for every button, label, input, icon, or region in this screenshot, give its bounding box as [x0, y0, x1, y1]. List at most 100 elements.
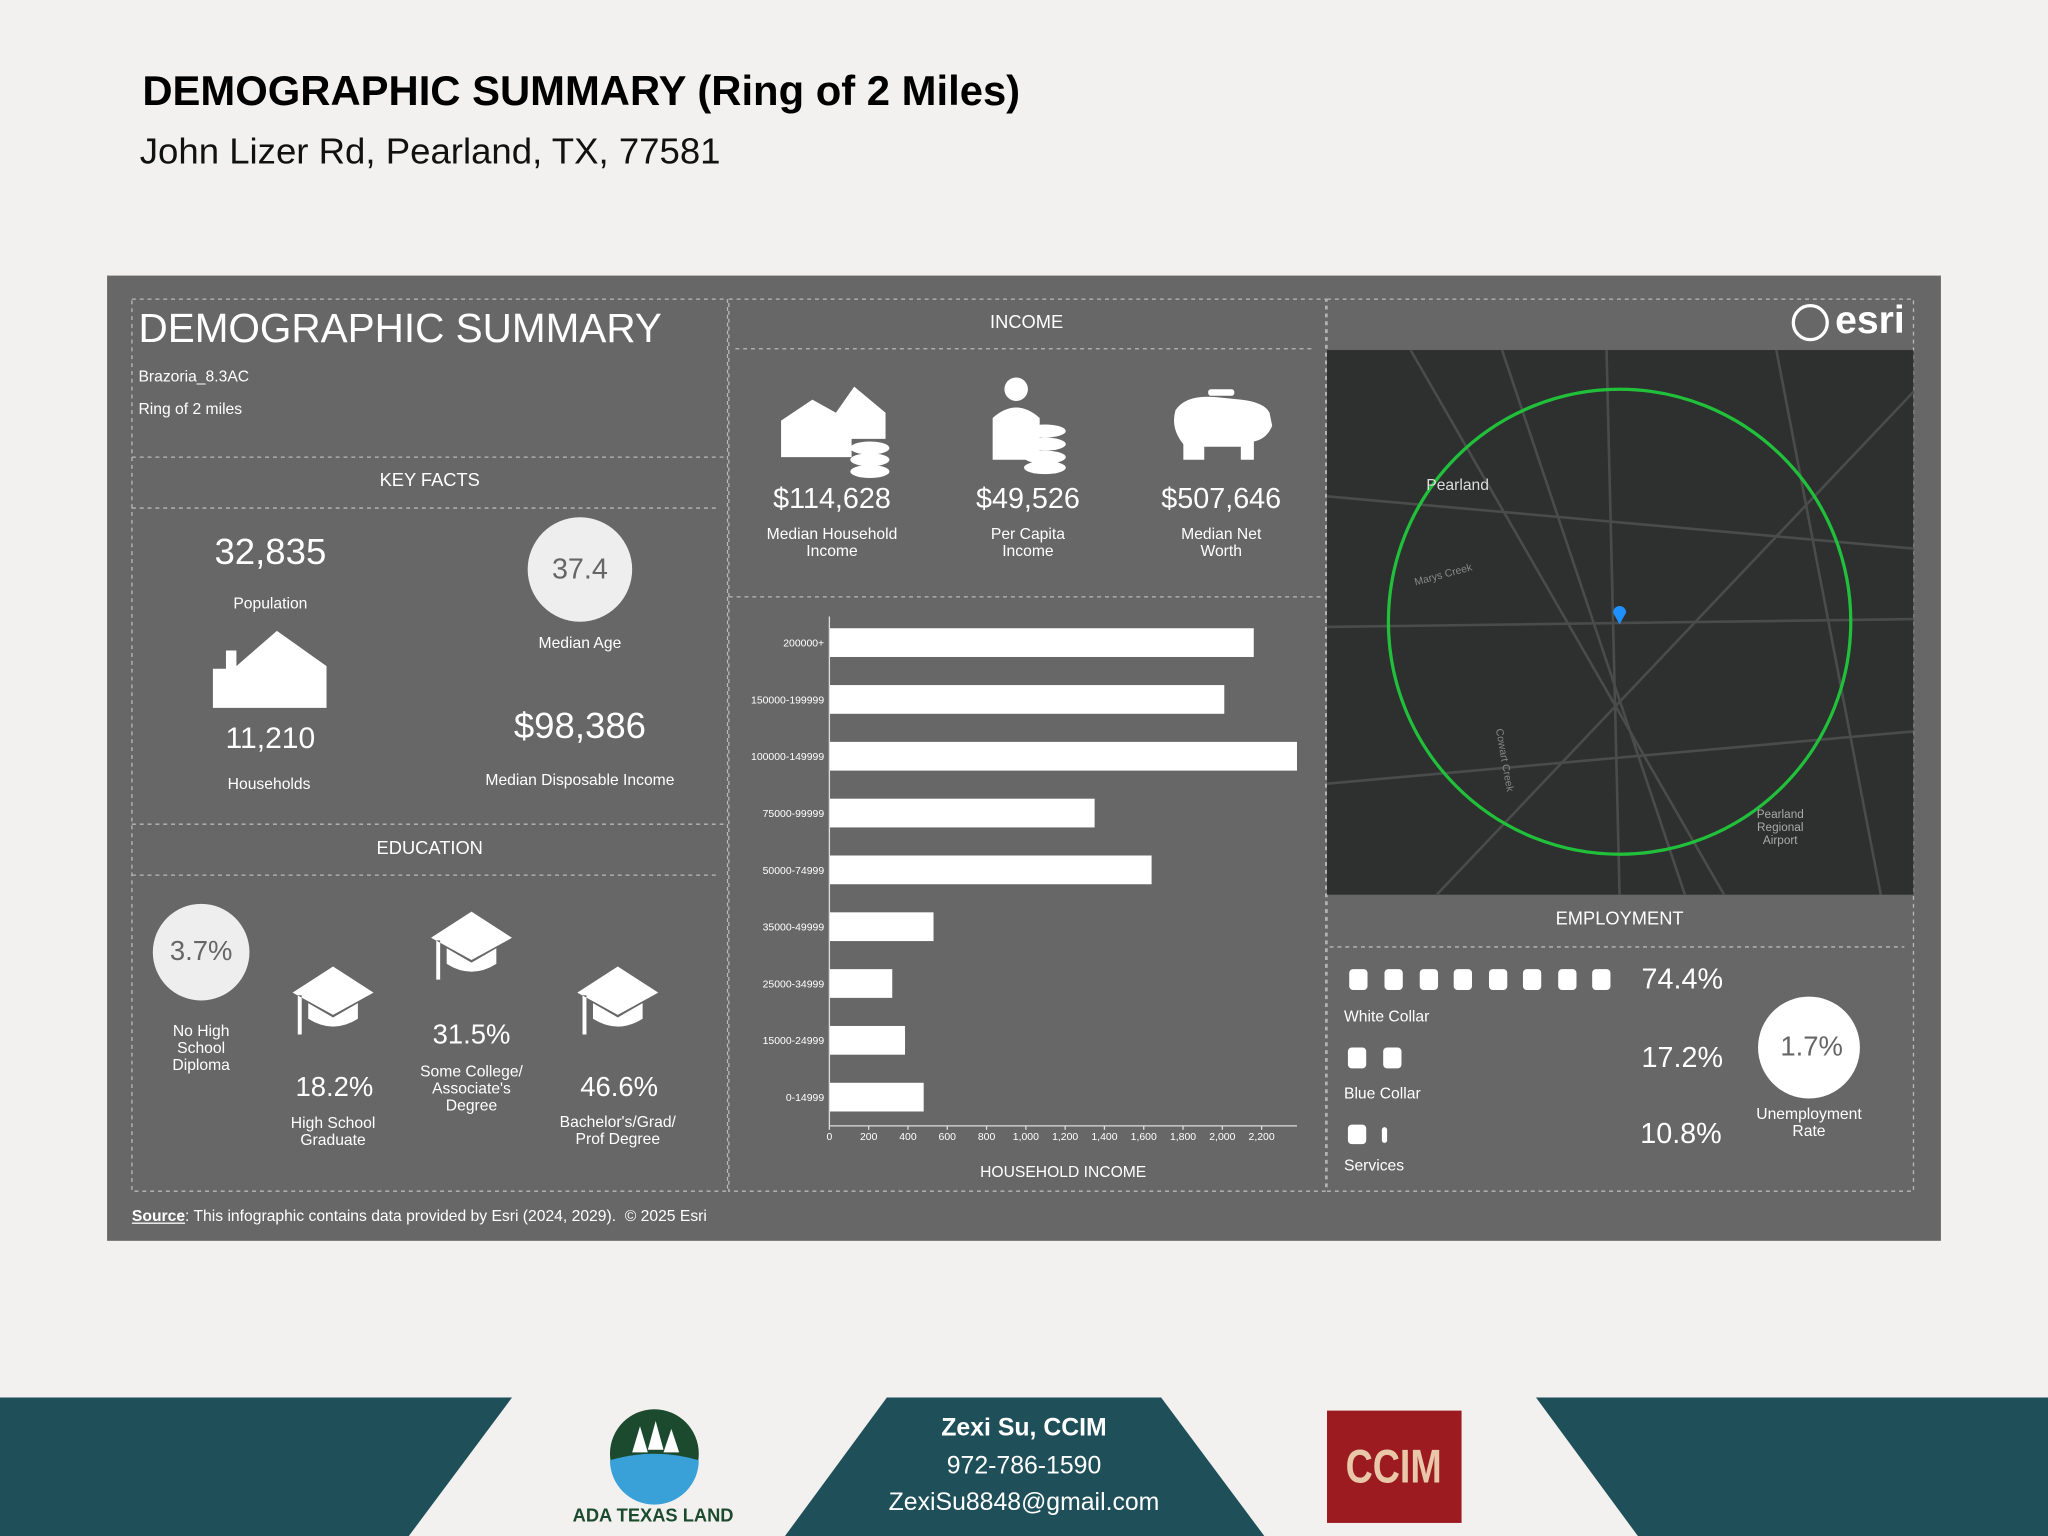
bar	[829, 798, 1095, 828]
employment-value: 17.2%	[1641, 1040, 1724, 1074]
unemployment-circle	[1758, 996, 1860, 1099]
fact-value: 11,210	[225, 720, 316, 755]
footer-bands	[0, 1397, 2048, 1536]
unemployment-label: Unemployment Rate	[1756, 1104, 1862, 1141]
bar	[829, 1025, 906, 1055]
y-tick-label: 35000-49999	[763, 923, 825, 934]
income-icons	[781, 377, 1273, 479]
edu-value: 3.7%	[169, 936, 233, 967]
source: Source: This infographic contains data p…	[132, 1207, 707, 1225]
employment-label: Blue Collar	[1343, 1084, 1421, 1103]
y-tick-label: 25000-34999	[763, 979, 825, 990]
bar	[829, 685, 1225, 714]
employment-value: 10.8%	[1640, 1116, 1722, 1150]
edu-value: 31.5%	[432, 1020, 511, 1051]
x-tick-label: 2,000	[1209, 1132, 1235, 1143]
edu-value: 46.6%	[580, 1072, 658, 1103]
x-axis-title: HOUSEHOLD INCOME	[980, 1164, 1146, 1181]
edu-circle	[152, 903, 250, 1001]
footer-brand: ADA TEXAS LAND	[572, 1504, 734, 1526]
frame	[728, 298, 1327, 1192]
fact-label: Median Age	[538, 633, 622, 652]
employment-icons	[1347, 969, 1611, 1145]
esri-globe	[1791, 303, 1829, 342]
bar	[829, 855, 1152, 885]
house-icon	[212, 630, 327, 708]
fact-label: Population	[233, 594, 308, 613]
contact-email: ZexiSu8848@gmail.com	[888, 1488, 1160, 1517]
ring-label: Ring of 2 miles	[138, 399, 243, 418]
fact-label: Median Disposable Income	[485, 770, 675, 789]
income-label: Per Capita Income	[990, 524, 1065, 561]
income-value: $49,526	[975, 481, 1080, 515]
section-heading: EDUCATION	[376, 837, 483, 859]
fact-value: 32,835	[214, 531, 327, 573]
edu-label: Some College/ Associate's Degree	[420, 1062, 523, 1115]
unemployment-value: 1.7%	[1780, 1031, 1843, 1062]
x-tick-label: 2,200	[1249, 1132, 1275, 1143]
section-heading: KEY FACTS	[379, 468, 480, 490]
y-tick-label: 50000-74999	[763, 866, 825, 877]
section-heading: EMPLOYMENT	[1555, 907, 1684, 929]
page-title: DEMOGRAPHIC SUMMARY (Ring of 2 Miles)	[142, 67, 1021, 115]
section-heading: INCOME	[990, 310, 1064, 332]
x-tick-label: 200	[860, 1132, 878, 1143]
age-circle	[527, 517, 633, 622]
x-tick-label: 800	[978, 1132, 996, 1143]
bar	[829, 1082, 924, 1112]
logo-trees	[632, 1421, 680, 1453]
bar	[829, 912, 934, 942]
logo-water	[609, 1453, 699, 1505]
x-tick-label: 1,000	[1013, 1132, 1039, 1143]
fact-value: 37.4	[551, 552, 608, 586]
ccim-badge	[1327, 1410, 1462, 1523]
chart: 200000+ 150000-199999 100000-149999 75000-9…	[751, 616, 1297, 1181]
site-name: Brazoria_8.3AC	[138, 367, 250, 386]
employment-value: 74.4%	[1641, 962, 1724, 996]
bar	[829, 969, 893, 998]
edu-label: No High School Diploma	[172, 1021, 230, 1075]
x-tick-label: 1,400	[1091, 1132, 1117, 1143]
y-tick-label: 0-14999	[786, 1093, 825, 1104]
x-tick-label: 1,600	[1131, 1132, 1157, 1143]
source-text: : This infographic contains data provide…	[185, 1206, 707, 1226]
source-label: Source	[131, 1206, 186, 1226]
income-value: $114,628	[773, 481, 891, 515]
map-label: Pearland	[1426, 475, 1490, 494]
income-label: Median Household Income	[766, 524, 898, 561]
y-tick-label: 150000-199999	[751, 695, 824, 706]
edu-label: High School Graduate	[290, 1113, 376, 1150]
bar	[829, 741, 1297, 771]
fact-label: Households	[227, 774, 311, 793]
page-subtitle: John Lizer Rd, Pearland, TX, 77581	[139, 130, 721, 172]
edu-value: 18.2%	[295, 1072, 374, 1103]
ccim-text: CCIM	[1345, 1439, 1442, 1493]
y-tick-label: 100000-149999	[751, 752, 824, 763]
income-value: $507,646	[1161, 481, 1282, 515]
frame	[131, 298, 729, 1192]
x-tick-label: 1,200	[1052, 1132, 1078, 1143]
esri-logo: esri	[1835, 299, 1905, 343]
cap-icons	[292, 911, 659, 1035]
map-label: Pearland Regional Airport	[1756, 807, 1804, 847]
x-tick-label: 1,800	[1170, 1132, 1196, 1143]
income-label: Median Net Worth	[1181, 524, 1262, 561]
y-tick-label: 200000+	[783, 639, 824, 650]
y-tick-label: 15000-24999	[763, 1036, 825, 1047]
ring	[1386, 387, 1853, 856]
x-tick-label: 0	[826, 1132, 832, 1143]
contact-phone: 972-786-1590	[946, 1452, 1102, 1480]
x-tick-label: 600	[939, 1132, 957, 1143]
employment-label: White Collar	[1343, 1007, 1430, 1026]
infographic-title: DEMOGRAPHIC SUMMARY	[138, 305, 662, 352]
edu-label: Bachelor's/Grad/ Prof Degree	[559, 1112, 676, 1149]
map-pin	[1613, 606, 1627, 625]
fact-value: $98,386	[513, 705, 647, 746]
y-tick-label: 75000-99999	[763, 809, 825, 820]
contact-name: Zexi Su, CCIM	[941, 1414, 1107, 1442]
x-tick-label: 400	[899, 1132, 917, 1143]
employment-label: Services	[1343, 1155, 1405, 1175]
